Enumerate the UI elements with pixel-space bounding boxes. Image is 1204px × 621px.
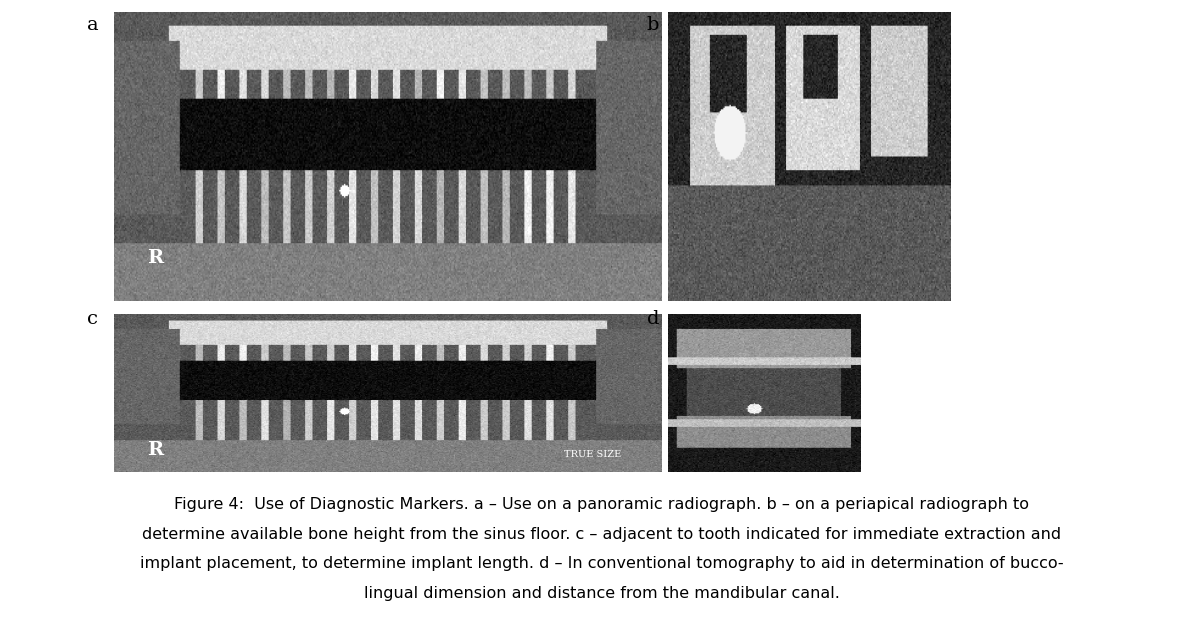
Text: R: R xyxy=(147,248,164,266)
Text: TRUE SIZE: TRUE SIZE xyxy=(563,450,621,460)
Text: lingual dimension and distance from the mandibular canal.: lingual dimension and distance from the … xyxy=(364,586,840,601)
Text: determine available bone height from the sinus floor. c – adjacent to tooth indi: determine available bone height from the… xyxy=(142,527,1062,542)
Text: d: d xyxy=(647,310,659,329)
Text: R: R xyxy=(147,442,164,460)
Text: implant placement, to determine implant length. d – In conventional tomography t: implant placement, to determine implant … xyxy=(140,556,1064,571)
Text: a: a xyxy=(87,16,99,34)
Text: b: b xyxy=(647,16,659,34)
Text: c: c xyxy=(87,310,98,329)
Text: Figure 4:  Use of Diagnostic Markers. a – Use on a panoramic radiograph. b – on : Figure 4: Use of Diagnostic Markers. a –… xyxy=(175,497,1029,512)
